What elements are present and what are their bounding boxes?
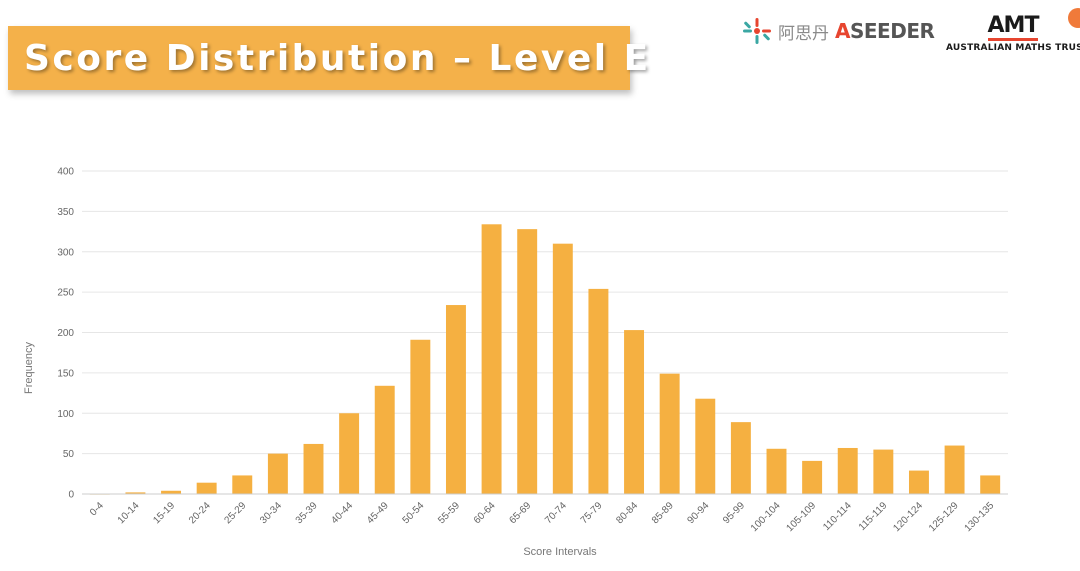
y-tick-label: 300 <box>57 247 74 258</box>
y-tick-label: 200 <box>57 328 74 339</box>
bar-80-84 <box>624 330 645 494</box>
x-tick-label: 60-64 <box>472 500 498 526</box>
x-tick-label: 70-74 <box>543 500 569 526</box>
bar-65-69 <box>517 229 538 494</box>
x-tick-label: 110-114 <box>821 500 854 533</box>
x-tick-label: 120-124 <box>891 500 925 534</box>
y-axis-title: Frequency <box>23 342 35 394</box>
y-axis-ticks: 0 50 100 150 200 250 300 350 400 <box>57 167 74 501</box>
title-banner: Score Distribution – Level E <box>8 26 648 90</box>
bar-75-79 <box>588 288 609 494</box>
bar-20-24 <box>196 482 217 494</box>
bar-95-99 <box>730 422 751 494</box>
bar-40-44 <box>339 413 360 494</box>
bar-70-74 <box>552 243 573 494</box>
y-tick-label: 100 <box>57 409 74 420</box>
y-tick-label: 400 <box>57 167 74 178</box>
x-tick-label: 85-89 <box>650 500 676 526</box>
bar-45-49 <box>374 385 395 494</box>
y-tick-label: 0 <box>68 490 74 501</box>
bar-105-109 <box>802 460 823 494</box>
bar-85-89 <box>659 373 680 494</box>
x-tick-label: 40-44 <box>329 500 355 526</box>
y-tick-label: 350 <box>57 207 74 218</box>
x-tick-label: 80-84 <box>614 500 640 526</box>
x-axis-title: Score Intervals <box>523 546 597 558</box>
y-tick-label: 250 <box>57 288 74 299</box>
x-tick-label: 10-14 <box>116 500 142 526</box>
bar-50-54 <box>410 339 431 494</box>
x-tick-label: 35-39 <box>294 500 320 526</box>
amt-mark: AMT <box>987 14 1039 41</box>
aseeder-wordmark-prefix: A <box>835 19 850 43</box>
amt-name: AUSTRALIAN MATHS TRUST <box>946 43 1080 53</box>
x-tick-label: 55-59 <box>436 500 462 526</box>
aseeder-wordmark-rest: SEEDER <box>849 19 935 43</box>
y-tick-label: 150 <box>57 368 74 379</box>
x-tick-label: 30-34 <box>258 500 284 526</box>
x-tick-label: 45-49 <box>365 500 391 526</box>
bar-25-29 <box>232 475 253 494</box>
bar-10-14 <box>125 492 146 494</box>
bar-15-19 <box>161 490 182 494</box>
bar-120-124 <box>908 470 929 494</box>
x-tick-label: 100-104 <box>749 500 783 534</box>
bar-110-114 <box>837 447 858 494</box>
page-title: Score Distribution – Level E <box>24 37 651 79</box>
aseeder-wordmark: ASEEDER <box>835 19 935 43</box>
bar-125-129 <box>944 445 965 494</box>
x-tick-label: 15-19 <box>151 500 177 526</box>
x-tick-label: 115-119 <box>857 500 890 533</box>
x-axis-ticks: 0-4 10-14 15-19 20-24 25-29 30-34 35-39 40-44 45… <box>88 500 997 534</box>
bar-90-94 <box>695 398 716 494</box>
chart-grid <box>82 170 1008 455</box>
bar-60-64 <box>481 224 502 495</box>
bar-30-34 <box>267 453 288 494</box>
x-tick-label: 20-24 <box>187 500 213 526</box>
y-tick-label: 50 <box>63 449 75 460</box>
x-tick-label: 95-99 <box>721 500 747 526</box>
aseeder-chinese-name: 阿思丹 <box>778 23 829 44</box>
x-tick-label: 75-79 <box>579 500 605 526</box>
bar-130-135 <box>980 475 1001 494</box>
aseeder-flower-icon <box>743 18 771 44</box>
x-tick-label: 125-129 <box>927 500 961 534</box>
x-tick-label: 130-135 <box>963 500 997 534</box>
amt-logo: AMT AUSTRALIAN MATHS TRUST <box>946 8 1080 54</box>
x-tick-label: 50-54 <box>401 500 427 526</box>
x-tick-label: 0-4 <box>88 500 106 518</box>
chart-bars <box>89 224 1001 495</box>
bar-55-59 <box>445 305 466 494</box>
x-tick-label: 105-109 <box>785 500 819 534</box>
aseeder-logo: 阿思丹 ASEEDER <box>740 16 936 46</box>
x-tick-label: 90-94 <box>686 500 712 526</box>
bar-35-39 <box>303 443 324 494</box>
x-tick-label: 25-29 <box>223 500 249 526</box>
bar-100-104 <box>766 448 787 494</box>
bar-115-119 <box>873 449 894 494</box>
corner-decoration <box>1068 8 1080 28</box>
x-tick-label: 65-69 <box>507 500 533 526</box>
